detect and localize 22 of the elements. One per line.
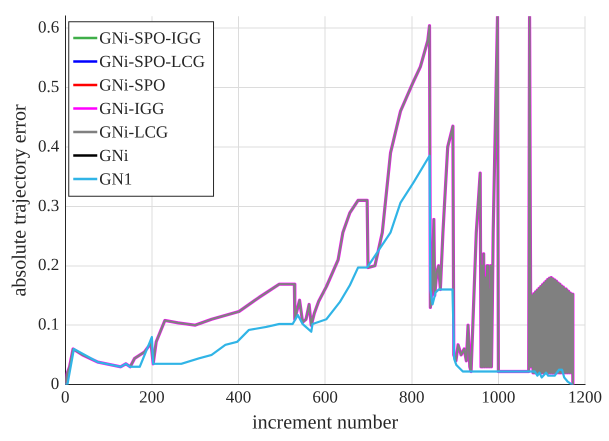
x-tick-label: 400 xyxy=(226,387,252,406)
x-tick-label: 600 xyxy=(312,387,338,406)
legend-label: GNi-LCG xyxy=(99,122,168,142)
y-tick-label: 0.6 xyxy=(38,18,60,37)
x-axis-title: increment number xyxy=(252,411,398,434)
y-tick-label: 0.2 xyxy=(38,255,60,274)
legend-label: GNi xyxy=(99,146,129,165)
y-tick-label: 0.5 xyxy=(38,76,60,96)
legend-label: GN1 xyxy=(99,169,132,188)
y-tick-label: 0.3 xyxy=(38,196,60,215)
legend-label: GNi-SPO-IGG xyxy=(99,28,202,48)
x-tick-label: 200 xyxy=(139,387,165,406)
x-tick-label: 1200 xyxy=(568,387,602,406)
x-tick-label: 1000 xyxy=(481,387,516,406)
legend-label: GNi-IGG xyxy=(99,98,164,118)
y-tick-label: 0.4 xyxy=(38,136,60,156)
y-tick-label: 0.1 xyxy=(38,314,60,334)
x-tick-label: 800 xyxy=(399,387,424,406)
y-axis-title: absolute trajectory error xyxy=(8,104,30,296)
y-tick-label: 0 xyxy=(50,374,60,394)
legend-label: GNi-SPO xyxy=(99,75,166,94)
legend-label: GNi-SPO-LCG xyxy=(99,52,206,71)
